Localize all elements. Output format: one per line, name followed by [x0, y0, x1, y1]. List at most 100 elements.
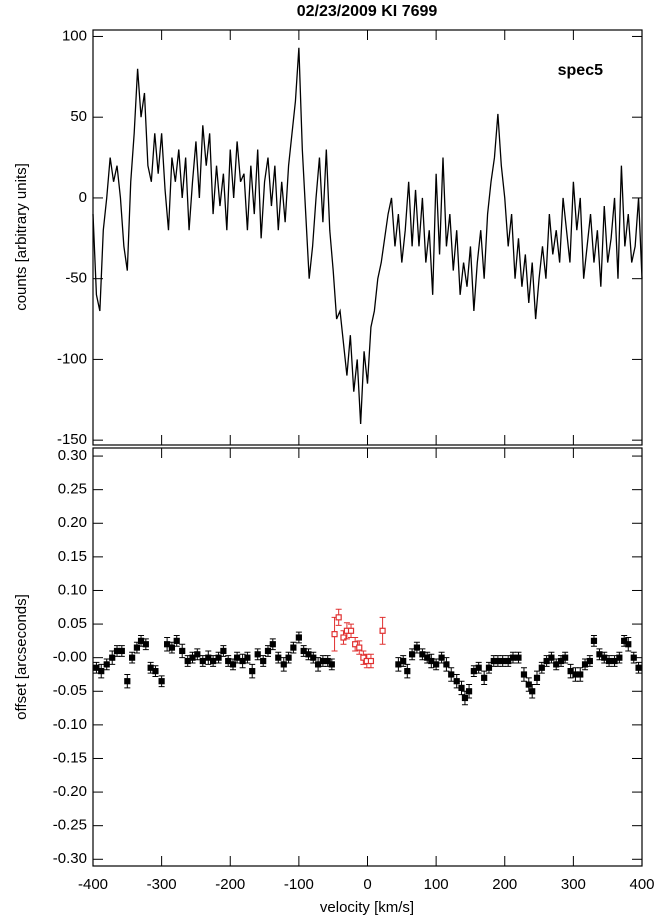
point	[509, 654, 517, 661]
y-tick-label: -0.10	[53, 716, 87, 733]
point	[621, 637, 628, 644]
point	[367, 657, 375, 665]
point	[499, 657, 506, 665]
x-axis-label: velocity [km/s]	[320, 899, 414, 916]
point	[173, 637, 180, 644]
point	[577, 671, 584, 678]
point	[244, 654, 251, 661]
point	[590, 637, 598, 644]
point	[133, 644, 141, 651]
point	[129, 654, 136, 661]
y-tick-label: 0.15	[58, 548, 87, 565]
point	[453, 678, 460, 685]
y-tick-label: -0.05	[53, 682, 87, 699]
point	[335, 614, 342, 621]
point	[179, 647, 186, 655]
y-tick-label: 0.05	[58, 615, 87, 632]
point	[443, 661, 450, 668]
point	[424, 654, 431, 661]
point	[616, 654, 623, 661]
point	[314, 661, 322, 668]
point	[275, 654, 282, 661]
point	[533, 674, 541, 681]
point	[485, 664, 493, 671]
point	[285, 654, 292, 661]
point	[234, 654, 241, 661]
x-tick-label: -200	[215, 876, 245, 893]
point	[379, 627, 386, 634]
point	[324, 657, 331, 665]
point	[481, 674, 488, 681]
point	[280, 661, 287, 668]
point	[264, 647, 272, 655]
plot-frame	[92, 447, 643, 867]
point	[475, 664, 482, 671]
point	[458, 684, 465, 692]
point	[428, 657, 435, 665]
point	[142, 641, 149, 648]
y-tick-label: 0.20	[58, 514, 87, 531]
point	[310, 654, 317, 661]
point	[184, 657, 191, 665]
point	[331, 631, 338, 638]
point	[548, 654, 555, 661]
spectrum-line	[92, 47, 643, 425]
y-tick-label: -0.00	[53, 649, 87, 666]
point	[409, 651, 416, 658]
y-tick-label: 100	[62, 27, 87, 44]
point	[470, 668, 477, 675]
y-tick-label: 0.25	[58, 481, 87, 498]
point	[124, 678, 131, 685]
x-tick-label: 400	[629, 876, 654, 893]
point	[137, 637, 145, 644]
point	[164, 641, 171, 648]
point	[529, 688, 536, 695]
point	[404, 668, 411, 675]
point	[567, 668, 574, 675]
point	[239, 657, 246, 665]
point	[635, 664, 642, 671]
y-axis-label: counts [arbitrary units]	[13, 163, 30, 311]
x-tick-label: 0	[363, 876, 371, 893]
y-tick-label: 0	[79, 189, 87, 206]
point	[98, 668, 105, 675]
point	[448, 671, 455, 678]
point	[601, 654, 608, 661]
point	[168, 644, 176, 651]
point	[194, 651, 201, 658]
point	[328, 661, 335, 668]
point	[581, 661, 589, 668]
point	[465, 688, 473, 695]
point	[109, 654, 116, 661]
point	[438, 654, 445, 661]
point	[360, 654, 367, 661]
point	[152, 668, 159, 675]
point	[305, 651, 312, 658]
point	[269, 641, 276, 648]
y-tick-label: -50	[65, 270, 87, 287]
point	[205, 654, 212, 661]
point	[596, 651, 603, 658]
y-tick-label: -0.20	[53, 783, 87, 800]
x-tick-label: 300	[561, 876, 586, 893]
point	[158, 678, 165, 685]
point	[189, 654, 196, 661]
x-tick-label: -300	[147, 876, 177, 893]
point	[300, 647, 307, 655]
x-tick-label: -400	[78, 876, 108, 893]
x-tick-label: 100	[424, 876, 449, 893]
point	[347, 627, 355, 634]
point	[295, 634, 302, 641]
y-tick-label: 0.30	[58, 447, 87, 464]
point	[395, 661, 402, 668]
point	[199, 657, 206, 665]
point	[543, 657, 550, 665]
y-tick-label: -100	[57, 350, 87, 367]
annotation: spec5	[558, 62, 603, 79]
point	[611, 657, 618, 665]
point	[538, 664, 545, 671]
chart-title: 02/23/2009 KI 7699	[297, 3, 438, 20]
point	[562, 654, 569, 661]
